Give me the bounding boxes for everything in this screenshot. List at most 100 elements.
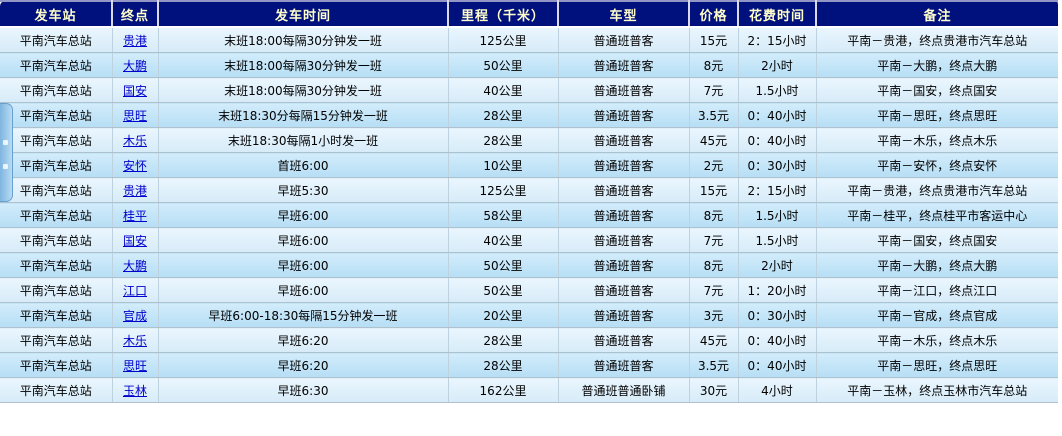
cell-mileage: 162公里	[448, 377, 559, 403]
destination-link[interactable]: 贵港	[122, 33, 147, 48]
table-row: 平南汽车总站 国安 末班18:00每隔30分钟发一班 40公里 普通班普客 7元 1.5小时…	[0, 77, 1058, 103]
destination-link[interactable]: 江口	[122, 283, 147, 298]
table-body: 平南汽车总站 贵港 末班18:00每隔30分钟发一班 125公里 普通班普客 15元 2：1…	[0, 27, 1058, 403]
cell-time: 早班6:20	[158, 327, 449, 353]
destination-link[interactable]: 官成	[122, 308, 147, 323]
cell-note: 平南－大鹏，终点大鹏	[816, 52, 1058, 78]
cell-price: 8元	[689, 252, 739, 278]
cell-duration: 2小时	[738, 252, 817, 278]
cell-duration: 4小时	[738, 377, 817, 403]
cell-mileage: 125公里	[448, 177, 559, 203]
destination-link[interactable]: 大鹏	[122, 58, 147, 73]
table-row: 平南汽车总站 思旺 末班18:30分每隔15分钟发一班 28公里 普通班普客 3.5元 0：…	[0, 102, 1058, 128]
cell-destination: 大鹏	[112, 252, 159, 278]
table-row: 平南汽车总站 大鹏 早班6:00 50公里 普通班普客 8元 2小时 平南－大鹏，终点大鹏	[0, 252, 1058, 278]
cell-station: 平南汽车总站	[0, 202, 113, 228]
cell-mileage: 28公里	[448, 127, 559, 153]
cell-price: 3.5元	[689, 102, 739, 128]
cell-mileage: 28公里	[448, 352, 559, 378]
destination-link[interactable]: 木乐	[122, 133, 147, 148]
destination-link[interactable]: 国安	[122, 83, 147, 98]
cell-price: 7元	[689, 227, 739, 253]
cell-mileage: 58公里	[448, 202, 559, 228]
cell-bus_type: 普通班普客	[558, 77, 690, 103]
cell-price: 30元	[689, 377, 739, 403]
cell-time: 末班18:00每隔30分钟发一班	[158, 27, 449, 53]
cell-duration: 2：15小时	[738, 177, 817, 203]
cell-time: 早班6:00-18:30每隔15分钟发一班	[158, 302, 449, 328]
cell-time: 早班6:00	[158, 252, 449, 278]
destination-link[interactable]: 大鹏	[122, 258, 147, 273]
cell-destination: 国安	[112, 227, 159, 253]
cell-note: 平南－大鹏，终点大鹏	[816, 252, 1058, 278]
cell-duration: 1.5小时	[738, 77, 817, 103]
cell-price: 45元	[689, 127, 739, 153]
cell-price: 7元	[689, 277, 739, 303]
cell-station: 平南汽车总站	[0, 127, 113, 153]
destination-link[interactable]: 木乐	[122, 333, 147, 348]
cell-duration: 0：30小时	[738, 152, 817, 178]
cell-price: 2元	[689, 152, 739, 178]
cell-price: 3元	[689, 302, 739, 328]
cell-destination: 江口	[112, 277, 159, 303]
cell-note: 平南－贵港，终点贵港市汽车总站	[816, 177, 1058, 203]
cell-station: 平南汽车总站	[0, 52, 113, 78]
cell-bus_type: 普通班普通卧铺	[558, 377, 690, 403]
cell-bus_type: 普通班普客	[558, 127, 690, 153]
cell-note: 平南－安怀，终点安怀	[816, 152, 1058, 178]
cell-destination: 桂平	[112, 202, 159, 228]
cell-bus_type: 普通班普客	[558, 302, 690, 328]
cell-note: 平南－木乐，终点木乐	[816, 327, 1058, 353]
cell-mileage: 20公里	[448, 302, 559, 328]
table-row: 平南汽车总站 桂平 早班6:00 58公里 普通班普客 8元 1.5小时 平南－桂平，终点桂平…	[0, 202, 1058, 228]
cell-bus_type: 普通班普客	[558, 252, 690, 278]
table-row: 平南汽车总站 大鹏 末班18:00每隔30分钟发一班 50公里 普通班普客 8元 2小时 平南…	[0, 52, 1058, 78]
column-header-mileage: 里程（千米）	[448, 0, 559, 28]
cell-destination: 木乐	[112, 127, 159, 153]
cell-time: 末班18:30分每隔15分钟发一班	[158, 102, 449, 128]
cell-time: 早班6:30	[158, 377, 449, 403]
destination-link[interactable]: 安怀	[122, 158, 147, 173]
cell-time: 早班6:00	[158, 227, 449, 253]
cell-station: 平南汽车总站	[0, 177, 113, 203]
cell-station: 平南汽车总站	[0, 352, 113, 378]
cell-bus_type: 普通班普客	[558, 352, 690, 378]
cell-destination: 贵港	[112, 27, 159, 53]
cell-time: 末班18:30每隔1小时发一班	[158, 127, 449, 153]
cell-note: 平南－贵港，终点贵港市汽车总站	[816, 27, 1058, 53]
cell-bus_type: 普通班普客	[558, 327, 690, 353]
collapsed-side-panel-tab[interactable]	[0, 103, 13, 202]
cell-note: 平南－玉林，终点玉林市汽车总站	[816, 377, 1058, 403]
cell-station: 平南汽车总站	[0, 252, 113, 278]
table-row: 平南汽车总站 安怀 首班6:00 10公里 普通班普客 2元 0：30小时 平南－安怀，终点安…	[0, 152, 1058, 178]
column-header-bus_type: 车型	[558, 0, 690, 28]
cell-time: 早班6:20	[158, 352, 449, 378]
destination-link[interactable]: 思旺	[122, 108, 147, 123]
table-row: 平南汽车总站 官成 早班6:00-18:30每隔15分钟发一班 20公里 普通班普客 3元…	[0, 302, 1058, 328]
cell-price: 8元	[689, 52, 739, 78]
column-header-station: 发车站	[0, 0, 113, 28]
side-tab-dot-icon	[3, 164, 8, 169]
cell-duration: 2小时	[738, 52, 817, 78]
cell-time: 早班6:00	[158, 277, 449, 303]
cell-destination: 国安	[112, 77, 159, 103]
destination-link[interactable]: 玉林	[122, 383, 147, 398]
destination-link[interactable]: 贵港	[122, 183, 147, 198]
cell-price: 45元	[689, 327, 739, 353]
cell-note: 平南－国安，终点国安	[816, 77, 1058, 103]
cell-duration: 0：40小时	[738, 327, 817, 353]
cell-station: 平南汽车总站	[0, 77, 113, 103]
destination-link[interactable]: 思旺	[122, 358, 147, 373]
cell-mileage: 28公里	[448, 327, 559, 353]
destination-link[interactable]: 国安	[122, 233, 147, 248]
side-tab-dot-icon	[3, 140, 8, 145]
table-header: 发车站 终点 发车时间 里程（千米） 车型 价格 花费时间 备注	[0, 0, 1058, 28]
cell-duration: 0：40小时	[738, 127, 817, 153]
cell-duration: 2：15小时	[738, 27, 817, 53]
cell-station: 平南汽车总站	[0, 302, 113, 328]
destination-link[interactable]: 桂平	[122, 208, 147, 223]
cell-duration: 0：40小时	[738, 352, 817, 378]
bus-schedule-table-wrap: 发车站 终点 发车时间 里程（千米） 车型 价格 花费时间 备注 平南汽车总站 贵港 末班18:0…	[0, 0, 1058, 403]
cell-station: 平南汽车总站	[0, 102, 113, 128]
table-row: 平南汽车总站 贵港 末班18:00每隔30分钟发一班 125公里 普通班普客 15元 2：1…	[0, 27, 1058, 53]
